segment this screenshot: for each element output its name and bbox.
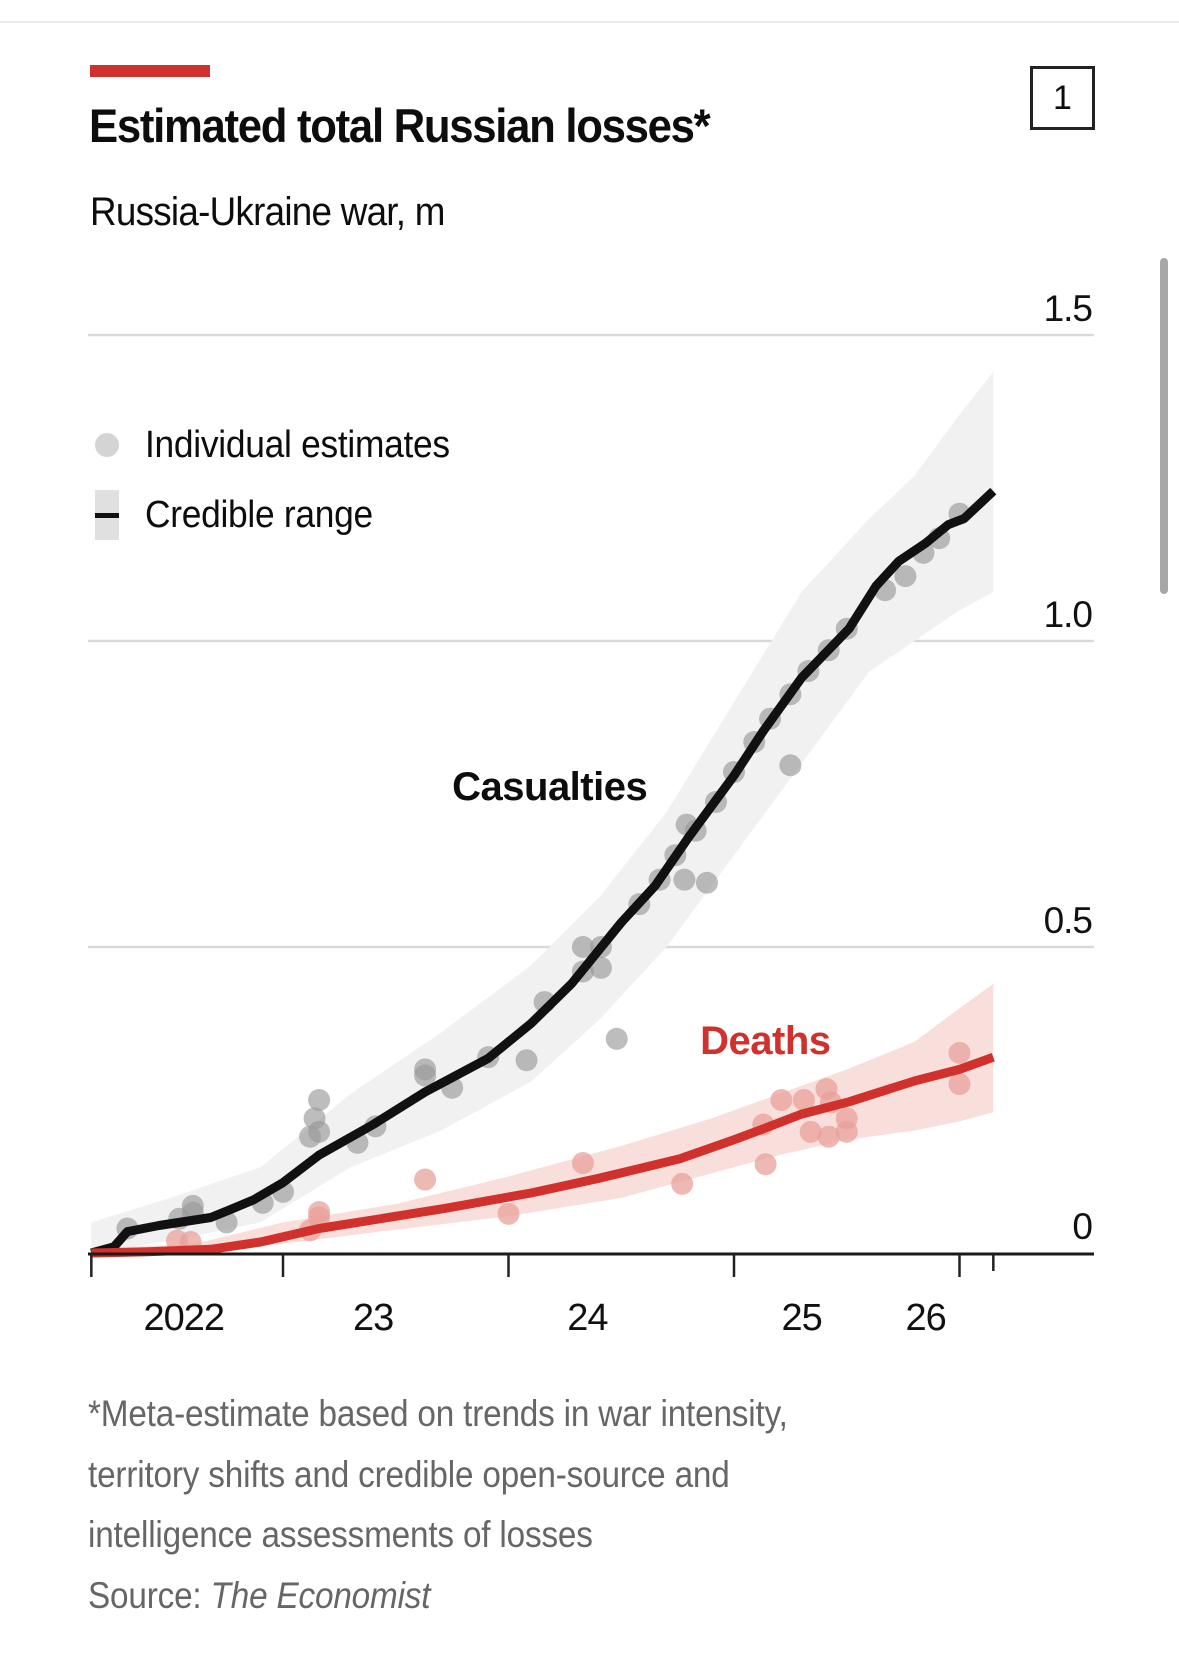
legend-label-estimates: Individual estimates [145, 423, 450, 466]
deaths-estimate-point [497, 1202, 520, 1225]
deaths-estimate-point [754, 1153, 777, 1176]
y-tick-label: 0 [1072, 1206, 1092, 1247]
casualties-estimate-point [695, 871, 718, 894]
casualties-estimate-point [673, 868, 696, 891]
footnote: *Meta-estimate based on trends in war in… [88, 1384, 788, 1626]
series-lines [90, 487, 997, 1258]
deaths-estimate-point [948, 1073, 971, 1096]
casualties-estimate-point [414, 1064, 437, 1087]
dot-icon [95, 433, 119, 457]
deaths-estimate-point [948, 1041, 971, 1064]
legend-label-range: Credible range [145, 493, 373, 536]
deaths-estimate-point [571, 1152, 594, 1175]
casualties-estimate-point [605, 1027, 628, 1050]
deaths-estimate-point [835, 1120, 858, 1143]
x-axis [88, 1252, 1094, 1277]
x-tick-label: 2022 [144, 1297, 225, 1339]
source-name: The Economist [210, 1574, 431, 1616]
source-line: Source: The Economist [88, 1566, 788, 1627]
chart-title: Estimated total Russian losses* [89, 99, 711, 152]
footnote-line: territory shifts and credible open-sourc… [88, 1453, 730, 1495]
deaths-series-label: Deaths [700, 1019, 830, 1063]
casualties-estimate-point [894, 565, 917, 588]
y-tick-label: 1.0 [1044, 594, 1093, 635]
casualties-estimate-point [308, 1120, 331, 1143]
credible-bands [91, 371, 994, 1253]
range-icon [95, 490, 119, 540]
casualties-estimate-point [515, 1049, 538, 1072]
x-tick-label: 24 [567, 1297, 608, 1339]
x-tick-label: 26 [906, 1297, 946, 1339]
casualties-estimate-point [571, 936, 594, 958]
deaths-estimate-point [414, 1168, 437, 1191]
x-tick-label: 23 [353, 1297, 393, 1339]
casualties-estimate-point [589, 956, 612, 979]
deaths-estimate-point [671, 1172, 694, 1195]
casualties-series-label: Casualties [452, 765, 647, 809]
x-tick-label: 25 [782, 1297, 822, 1339]
source-prefix: Source: [88, 1574, 211, 1616]
chart-number-badge: 1 [1030, 66, 1095, 130]
deaths-line [91, 1052, 995, 1258]
top-divider [0, 21, 1179, 23]
legend-item-range: Credible range [92, 480, 473, 550]
casualties-estimate-point [779, 754, 802, 777]
y-tick-label: 1.5 [1044, 288, 1093, 329]
casualties-estimate-point [308, 1089, 331, 1111]
footnote-line: *Meta-estimate based on trends in war in… [88, 1393, 788, 1434]
labels: 0 0.5 1.0 1.5 Casualties Deaths 2022 23 24 25 26 [144, 288, 1094, 1339]
scrollbar[interactable] [1160, 258, 1168, 594]
y-tick-label: 0.5 [1044, 900, 1093, 941]
deaths-estimate-point [770, 1089, 793, 1111]
accent-bar [90, 65, 210, 77]
chart-subtitle: Russia-Ukraine war, m [90, 190, 445, 234]
deaths-credible-band [91, 983, 994, 1253]
deaths-estimate-point [817, 1125, 840, 1148]
footnote-line: intelligence assessments of losses [88, 1514, 593, 1555]
legend: Individual estimates Credible range [92, 410, 473, 550]
casualties-line [90, 487, 997, 1258]
deaths-estimate-point [792, 1089, 815, 1111]
deaths-estimate-point [799, 1120, 822, 1143]
legend-item-estimates: Individual estimates [92, 410, 473, 480]
